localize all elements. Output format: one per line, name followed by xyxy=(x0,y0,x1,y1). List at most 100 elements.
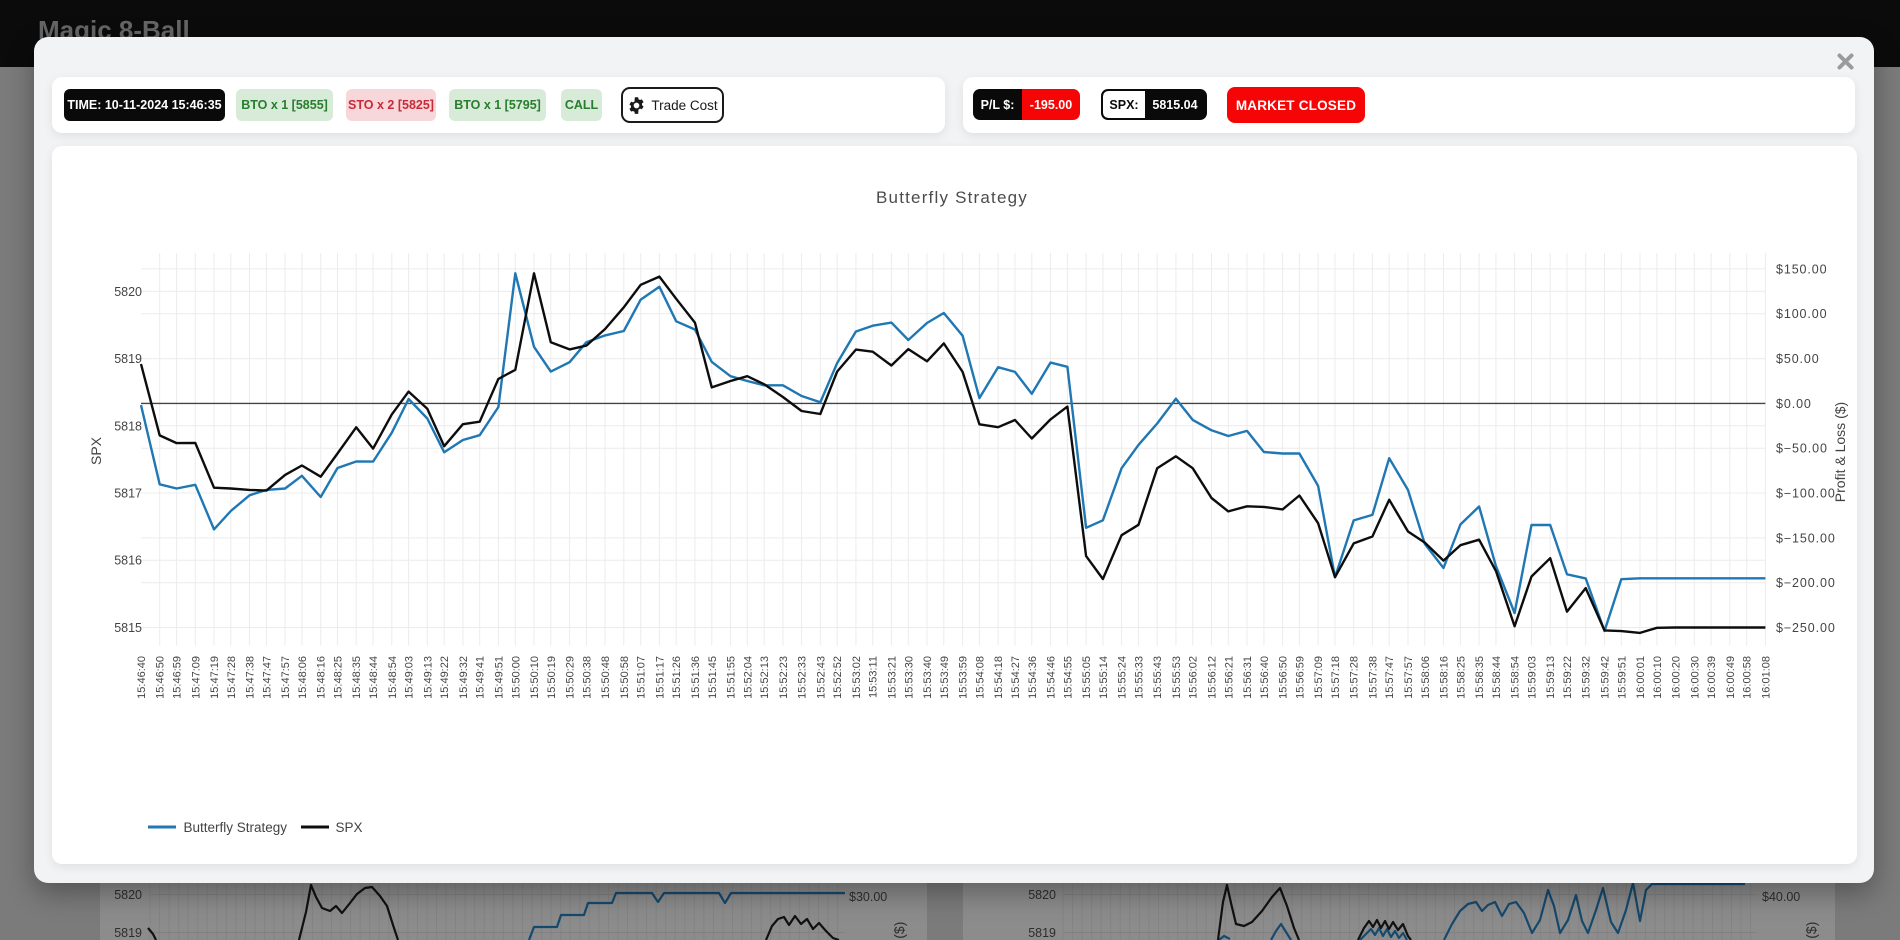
svg-text:5815: 5815 xyxy=(114,621,142,635)
svg-text:15:47:28: 15:47:28 xyxy=(226,656,238,699)
svg-text:15:54:46: 15:54:46 xyxy=(1046,656,1058,699)
svg-text:15:50:00: 15:50:00 xyxy=(510,656,522,699)
svg-text:15:48:44: 15:48:44 xyxy=(368,656,380,699)
svg-text:5819: 5819 xyxy=(114,352,142,366)
svg-text:15:59:13: 15:59:13 xyxy=(1545,656,1557,699)
svg-text:16:00:01: 16:00:01 xyxy=(1635,656,1647,699)
svg-text:15:49:22: 15:49:22 xyxy=(439,656,451,699)
svg-text:5816: 5816 xyxy=(114,554,142,568)
svg-text:15:55:43: 15:55:43 xyxy=(1152,656,1164,699)
svg-text:15:56:50: 15:56:50 xyxy=(1278,656,1290,699)
svg-text:15:46:40: 15:46:40 xyxy=(136,656,148,699)
svg-text:16:00:10: 16:00:10 xyxy=(1652,656,1664,699)
svg-text:$150.00: $150.00 xyxy=(1776,262,1827,276)
svg-text:15:50:29: 15:50:29 xyxy=(565,656,577,699)
svg-text:$−100.00: $−100.00 xyxy=(1776,487,1836,501)
svg-text:15:47:47: 15:47:47 xyxy=(261,656,273,699)
svg-text:15:57:18: 15:57:18 xyxy=(1330,656,1342,699)
svg-text:15:58:54: 15:58:54 xyxy=(1510,656,1522,699)
svg-text:15:53:49: 15:53:49 xyxy=(939,656,951,699)
svg-text:15:50:19: 15:50:19 xyxy=(546,656,558,699)
svg-text:15:59:22: 15:59:22 xyxy=(1562,656,1574,699)
svg-text:Profit & Loss ($): Profit & Loss ($) xyxy=(891,922,907,940)
svg-text:15:54:36: 15:54:36 xyxy=(1027,656,1039,699)
svg-text:5820: 5820 xyxy=(1028,888,1056,902)
svg-text:16:00:20: 16:00:20 xyxy=(1671,656,1683,699)
svg-text:15:47:57: 15:47:57 xyxy=(280,656,292,699)
svg-text:15:53:02: 15:53:02 xyxy=(851,656,863,699)
svg-text:15:46:59: 15:46:59 xyxy=(172,656,184,699)
svg-text:15:51:17: 15:51:17 xyxy=(654,656,666,699)
svg-text:15:55:24: 15:55:24 xyxy=(1117,656,1129,699)
svg-text:15:49:51: 15:49:51 xyxy=(493,656,505,699)
svg-text:15:59:51: 15:59:51 xyxy=(1616,656,1628,699)
svg-text:Profit & Loss ($): Profit & Loss ($) xyxy=(1803,922,1819,940)
svg-text:$40.00: $40.00 xyxy=(1762,890,1800,904)
svg-text:15:48:54: 15:48:54 xyxy=(387,656,399,699)
svg-text:16:00:30: 16:00:30 xyxy=(1689,656,1701,699)
svg-text:15:57:57: 15:57:57 xyxy=(1403,656,1415,699)
svg-text:15:59:42: 15:59:42 xyxy=(1600,656,1612,699)
svg-text:15:48:35: 15:48:35 xyxy=(351,656,363,699)
svg-text:15:49:13: 15:49:13 xyxy=(422,656,434,699)
svg-text:15:50:48: 15:50:48 xyxy=(600,656,612,699)
svg-text:15:52:43: 15:52:43 xyxy=(815,656,827,699)
svg-text:15:58:25: 15:58:25 xyxy=(1455,656,1467,699)
svg-text:5820: 5820 xyxy=(114,285,142,299)
svg-text:$50.00: $50.00 xyxy=(1776,352,1820,366)
svg-text:15:55:14: 15:55:14 xyxy=(1098,656,1110,699)
svg-text:15:59:03: 15:59:03 xyxy=(1527,656,1539,699)
svg-text:15:46:50: 15:46:50 xyxy=(155,656,167,699)
svg-text:5818: 5818 xyxy=(114,419,142,433)
svg-text:SPX: SPX xyxy=(336,820,363,835)
svg-text:15:56:02: 15:56:02 xyxy=(1188,656,1200,699)
svg-text:15:49:32: 15:49:32 xyxy=(458,656,470,699)
svg-text:15:47:09: 15:47:09 xyxy=(190,656,202,699)
svg-text:15:50:10: 15:50:10 xyxy=(529,656,541,699)
svg-text:15:56:40: 15:56:40 xyxy=(1259,656,1271,699)
svg-text:15:52:52: 15:52:52 xyxy=(832,656,844,699)
svg-text:15:53:11: 15:53:11 xyxy=(868,656,880,698)
svg-text:15:50:58: 15:50:58 xyxy=(619,656,631,699)
svg-text:15:58:06: 15:58:06 xyxy=(1420,656,1432,699)
svg-text:5817: 5817 xyxy=(114,487,142,501)
svg-text:15:57:38: 15:57:38 xyxy=(1367,656,1379,699)
svg-text:15:55:33: 15:55:33 xyxy=(1134,656,1146,699)
svg-text:15:55:05: 15:55:05 xyxy=(1081,656,1093,699)
svg-text:15:57:28: 15:57:28 xyxy=(1349,656,1361,699)
svg-text:15:55:53: 15:55:53 xyxy=(1171,656,1183,699)
svg-text:15:59:32: 15:59:32 xyxy=(1581,656,1593,699)
svg-text:15:52:13: 15:52:13 xyxy=(759,656,771,699)
svg-text:15:53:40: 15:53:40 xyxy=(922,656,934,699)
svg-text:15:51:26: 15:51:26 xyxy=(671,656,683,699)
svg-text:16:00:39: 16:00:39 xyxy=(1706,656,1718,699)
svg-text:SPX: SPX xyxy=(88,436,104,465)
svg-text:15:58:44: 15:58:44 xyxy=(1491,656,1503,699)
svg-text:$100.00: $100.00 xyxy=(1776,307,1827,321)
svg-text:15:51:07: 15:51:07 xyxy=(636,656,648,699)
svg-text:Profit & Loss ($): Profit & Loss ($) xyxy=(1832,402,1848,502)
svg-text:15:54:27: 15:54:27 xyxy=(1010,656,1022,699)
svg-text:5820: 5820 xyxy=(114,888,142,902)
svg-text:Butterfly Strategy: Butterfly Strategy xyxy=(184,820,288,835)
svg-text:16:01:08: 16:01:08 xyxy=(1760,656,1772,699)
svg-text:15:51:45: 15:51:45 xyxy=(707,656,719,699)
svg-text:15:48:16: 15:48:16 xyxy=(316,656,328,699)
svg-text:15:52:04: 15:52:04 xyxy=(742,656,754,699)
svg-text:15:54:08: 15:54:08 xyxy=(974,656,986,699)
svg-text:15:58:16: 15:58:16 xyxy=(1439,656,1451,699)
svg-text:15:51:55: 15:51:55 xyxy=(726,656,738,699)
svg-text:15:53:59: 15:53:59 xyxy=(958,656,970,699)
svg-text:16:00:58: 16:00:58 xyxy=(1742,656,1754,699)
svg-text:15:52:23: 15:52:23 xyxy=(778,656,790,699)
svg-text:15:56:21: 15:56:21 xyxy=(1223,656,1235,699)
svg-text:$−200.00: $−200.00 xyxy=(1776,576,1836,590)
svg-text:15:52:33: 15:52:33 xyxy=(797,656,809,699)
svg-text:15:53:21: 15:53:21 xyxy=(886,656,898,699)
svg-text:15:53:30: 15:53:30 xyxy=(903,656,915,699)
svg-text:15:57:09: 15:57:09 xyxy=(1313,656,1325,699)
svg-text:15:49:03: 15:49:03 xyxy=(404,656,416,699)
svg-text:15:56:12: 15:56:12 xyxy=(1207,656,1219,699)
svg-text:5819: 5819 xyxy=(1028,926,1056,940)
svg-text:15:57:47: 15:57:47 xyxy=(1384,656,1396,699)
